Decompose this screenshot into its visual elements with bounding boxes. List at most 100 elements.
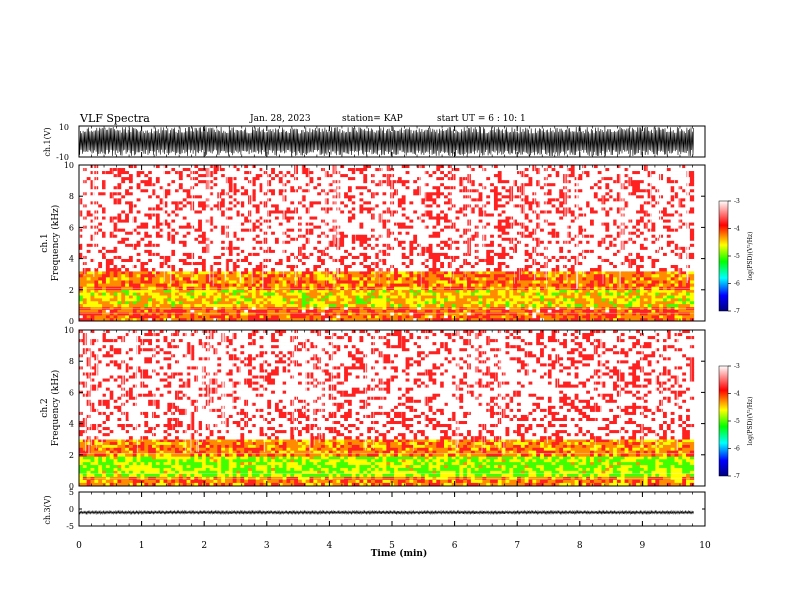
spectrogram-cell	[267, 312, 272, 316]
spectrogram-cell	[102, 268, 107, 272]
spectrogram-cell	[232, 268, 237, 272]
spectrogram-cell	[140, 186, 145, 190]
spectrogram-cell	[132, 234, 138, 239]
spectrogram-cell	[159, 304, 164, 308]
spectrogram-cell	[478, 274, 483, 278]
spectrogram-cell	[451, 283, 456, 287]
spectrogram-cell	[182, 225, 187, 229]
spectrogram-cell	[290, 268, 295, 272]
spectrogram-cell	[290, 201, 295, 205]
spectrogram-cell	[201, 243, 207, 248]
spectrogram-cell	[286, 186, 291, 190]
spectrogram-cell	[566, 292, 572, 296]
spectrogram-cell	[367, 318, 372, 322]
spectrogram-cell	[236, 174, 241, 178]
spectrogram-cell	[182, 252, 187, 257]
spectrogram-cell	[536, 318, 541, 322]
spectrogram-cell	[140, 298, 145, 302]
spectrogram-cell	[221, 180, 226, 184]
spectrogram-cell	[274, 289, 280, 293]
spectrogram-cell	[543, 304, 549, 308]
spectrogram-cell	[274, 204, 280, 208]
spectrogram-cell	[136, 225, 141, 229]
spectrogram-cell	[282, 304, 287, 308]
spectrogram-cell	[221, 192, 226, 196]
spectrogram-cell	[221, 301, 226, 305]
spectrogram-cell	[205, 265, 211, 269]
spectrogram-cell	[624, 295, 629, 299]
spectrogram-cell	[674, 298, 679, 302]
spectrogram-cell	[286, 189, 291, 193]
spectrogram-cell	[194, 261, 199, 266]
spectrogram-cell	[682, 289, 687, 293]
spectrogram-cell	[482, 298, 487, 302]
spectrogram-cell	[105, 192, 111, 196]
spectrogram-cell	[570, 318, 576, 322]
spectrogram-cell	[159, 198, 164, 202]
spectrogram-cell	[259, 222, 264, 226]
spectrogram-cell	[167, 309, 172, 313]
spectrogram-cell	[236, 252, 241, 257]
spectrogram-cell	[167, 195, 172, 199]
spectrogram-cell	[182, 165, 187, 169]
spectrogram-cell	[639, 283, 645, 287]
spectrogram-cell	[309, 301, 314, 305]
spectrogram-cell	[678, 312, 683, 316]
spectrogram-cell	[578, 283, 583, 287]
spectrogram-cell	[532, 304, 537, 308]
spectrogram-cell	[509, 283, 514, 287]
spectrogram-cell	[175, 240, 180, 245]
spectrogram-cell	[201, 237, 207, 242]
spectrogram-cell	[248, 258, 253, 263]
spectrogram-cell	[128, 216, 134, 220]
spectrogram-cell	[405, 315, 410, 319]
spectrogram-cell	[205, 171, 211, 175]
spectrogram-cell	[217, 304, 222, 308]
spectrogram-cell	[240, 277, 245, 281]
spectrogram-cell	[409, 309, 414, 313]
spectrogram-cell	[159, 195, 164, 199]
spectrogram-cell	[271, 255, 276, 260]
spectrogram-cell	[616, 277, 622, 281]
spectrogram-cell	[424, 301, 430, 305]
spectrogram-cell	[440, 271, 445, 275]
spectrogram-cell	[624, 277, 629, 281]
spectrogram-cell	[313, 177, 318, 181]
spectrogram-cell	[505, 292, 510, 296]
spectrogram-cell	[155, 198, 161, 202]
spectrogram-cell	[309, 207, 314, 211]
spectrogram-cell	[455, 274, 460, 278]
spectrogram-cell	[424, 289, 430, 293]
spectrogram-cell	[566, 304, 572, 308]
spectrogram-cell	[217, 298, 222, 302]
spectrogram-cell	[593, 289, 599, 293]
spectrogram-cell	[590, 277, 595, 281]
spectrogram-cell	[278, 207, 284, 211]
spectrogram-cell	[417, 298, 422, 302]
spectrogram-cell	[217, 318, 222, 322]
spectrogram-cell	[105, 228, 111, 232]
spectrogram-cell	[109, 315, 114, 319]
spectrogram-cell	[225, 292, 230, 296]
spectrogram-cell	[386, 280, 391, 284]
spectrogram-cell	[317, 298, 322, 302]
spectrogram-cell	[171, 243, 176, 248]
spectrogram-cell	[155, 315, 161, 319]
spectrogram-cell	[290, 292, 295, 296]
spectrogram-cell	[136, 268, 141, 272]
spectrogram-cell	[155, 261, 161, 266]
spectrogram-cell	[159, 274, 164, 278]
spectrogram-cell	[171, 177, 176, 181]
spectrogram-cell	[109, 318, 114, 322]
spectrogram-cell	[198, 210, 203, 214]
spectrogram-cell	[102, 249, 107, 254]
spectrogram-cell	[286, 243, 291, 248]
spectrogram-cell	[386, 298, 391, 302]
spectrogram-cell	[86, 225, 91, 229]
spectrogram-cell	[666, 277, 672, 281]
spectrogram-cell	[132, 252, 138, 257]
spectrogram-cell	[125, 186, 130, 190]
spectrogram-cell	[213, 298, 218, 302]
spectrogram-cell	[536, 280, 541, 284]
spectrogram-cell	[255, 216, 260, 220]
